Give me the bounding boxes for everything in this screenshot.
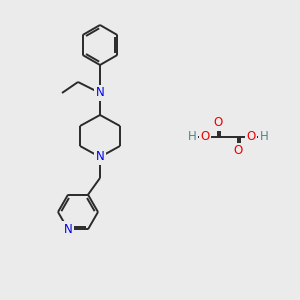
Text: N: N [96,151,104,164]
Text: H: H [188,130,196,143]
Text: H: H [260,130,268,143]
Text: O: O [213,116,223,130]
Text: N: N [96,86,104,100]
Text: O: O [233,145,243,158]
Text: O: O [200,130,210,143]
Text: N: N [64,223,72,236]
Text: O: O [246,130,256,143]
